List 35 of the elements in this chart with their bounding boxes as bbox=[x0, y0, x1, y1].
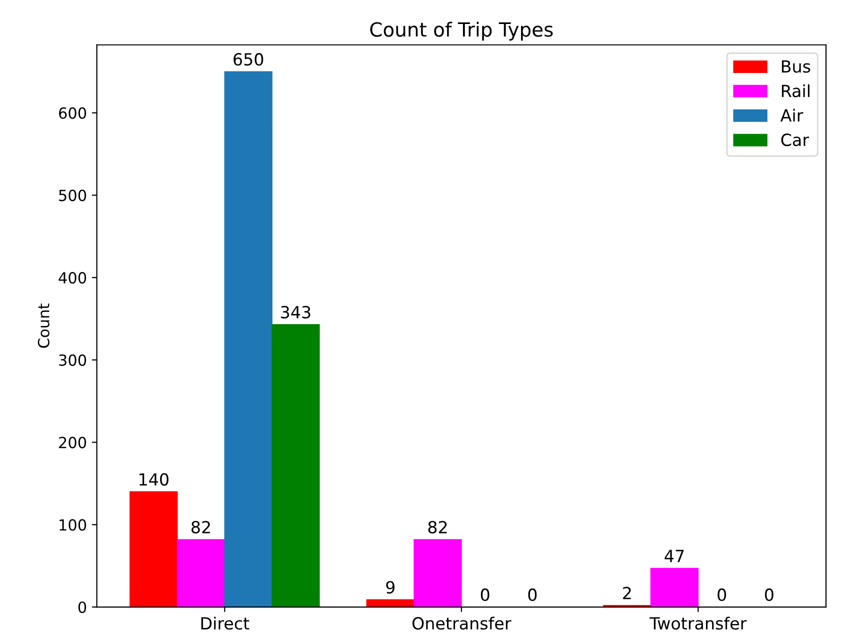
y-tick-label: 200 bbox=[59, 436, 86, 448]
bar bbox=[650, 568, 699, 608]
bar bbox=[414, 539, 462, 608]
data-label: 0 bbox=[764, 588, 774, 602]
data-label: 82 bbox=[428, 520, 447, 534]
x-tick-label: Direct bbox=[201, 616, 250, 630]
bar bbox=[272, 324, 320, 608]
legend-label: Car bbox=[781, 134, 810, 146]
chart-title: Count of Trip Types bbox=[370, 22, 553, 41]
x-tick-label: Twotransfer bbox=[650, 616, 747, 630]
bar bbox=[366, 599, 414, 608]
data-label: 140 bbox=[140, 473, 168, 486]
data-label: 2 bbox=[623, 586, 631, 600]
data-label: 0 bbox=[528, 588, 537, 602]
data-label: 650 bbox=[234, 53, 264, 66]
data-label: 9 bbox=[386, 581, 395, 594]
data-label: 82 bbox=[192, 520, 210, 534]
data-label: 0 bbox=[480, 588, 490, 602]
legend-label: Bus bbox=[782, 60, 810, 73]
x-tick-label: Onetransfer bbox=[412, 616, 512, 630]
y-tick-label: 600 bbox=[59, 107, 86, 119]
legend-label: Air bbox=[780, 108, 804, 122]
bar bbox=[130, 491, 178, 608]
y-tick-label: 400 bbox=[58, 272, 86, 284]
data-label: 47 bbox=[664, 550, 684, 562]
y-tick-label: 500 bbox=[59, 190, 86, 202]
bar bbox=[224, 71, 272, 608]
data-label: 0 bbox=[718, 588, 726, 602]
y-axis-title: Count bbox=[38, 304, 50, 348]
bar bbox=[176, 539, 226, 608]
y-tick-label: 100 bbox=[60, 519, 86, 531]
y-tick-label: 0 bbox=[78, 601, 86, 614]
data-label: 343 bbox=[281, 306, 310, 318]
y-tick-label: 300 bbox=[59, 354, 86, 366]
legend-label: Rail bbox=[782, 84, 810, 98]
